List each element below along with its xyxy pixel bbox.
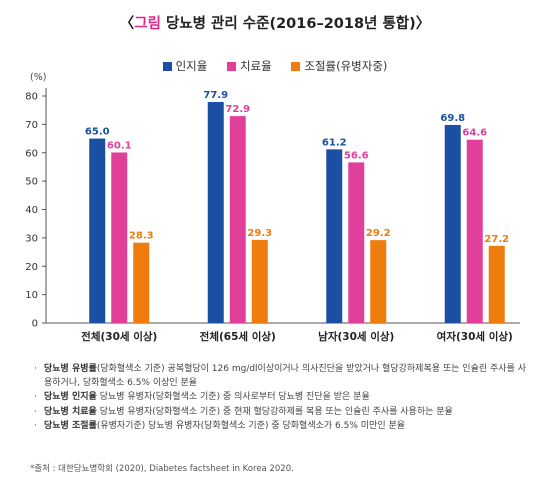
y-tick-label: 80 bbox=[25, 92, 38, 103]
bar bbox=[348, 162, 365, 323]
x-category-label: 전체(65세 이상) bbox=[200, 330, 276, 343]
bar bbox=[488, 245, 505, 323]
title-main: 당뇨병 관리 수준(2016–2018년 통합) bbox=[160, 16, 416, 32]
data-label: 64.6 bbox=[462, 128, 487, 139]
y-axis-unit: (%) bbox=[30, 72, 47, 83]
note-term: 당뇨병 유병률 bbox=[44, 364, 97, 374]
legend-item-awareness: 인지율 bbox=[162, 58, 208, 74]
bar bbox=[133, 242, 150, 323]
bar bbox=[466, 139, 483, 323]
bar bbox=[207, 101, 224, 324]
note-term: 당뇨병 인지율 bbox=[44, 392, 97, 403]
title-close-bracket: 〉 bbox=[415, 16, 431, 32]
notes-list: · 당뇨병 유병률(당화혈색소 기준) 공복혈당이 126 mg/dl이상이거나 … bbox=[34, 362, 534, 433]
data-label: 56.6 bbox=[344, 150, 369, 161]
data-label: 61.2 bbox=[322, 137, 347, 148]
data-label: 29.2 bbox=[366, 228, 391, 239]
title-open-bracket: 〈 bbox=[119, 16, 135, 32]
note-prevalence: · 당뇨병 유병률(당화혈색소 기준) 공복혈당이 126 mg/dl이상이거나 … bbox=[34, 362, 534, 390]
bar bbox=[370, 240, 387, 323]
title-accent: 그림 bbox=[134, 16, 161, 32]
bar-chart: 0 10 20 30 40 50 60 70 80 65.0 60.1 28.3 전체(30세 이상) 7… bbox=[25, 88, 520, 343]
bar bbox=[444, 124, 461, 323]
note-bullet: · bbox=[34, 420, 37, 431]
note-term: 당뇨병 조절률 bbox=[44, 420, 97, 431]
x-category-label: 남자(30세 이상) bbox=[318, 330, 394, 343]
x-category-label: 전체(30세 이상) bbox=[81, 330, 157, 343]
bar bbox=[229, 116, 246, 324]
note-text: 당뇨병 유병자(당화혈색소 기준) 중 의사로부터 당뇨병 진단을 받은 분율 bbox=[96, 392, 370, 403]
legend-label-awareness: 인지율 bbox=[175, 59, 208, 73]
data-label: 60.1 bbox=[107, 140, 132, 151]
y-tick-label: 60 bbox=[25, 148, 38, 159]
data-label: 65.0 bbox=[85, 127, 110, 138]
note-text: (유병자기준) 당뇨병 유병자(당화혈색소 기준) 중 당화혈색소가 6.5% … bbox=[96, 420, 406, 431]
y-tick-label: 10 bbox=[25, 290, 38, 301]
data-label: 28.3 bbox=[129, 231, 154, 242]
note-bullet: · bbox=[34, 392, 37, 403]
y-tick-label: 20 bbox=[25, 262, 38, 273]
legend-swatch-treatment bbox=[226, 62, 236, 71]
bar bbox=[326, 149, 343, 323]
note-bullet: · bbox=[34, 406, 37, 417]
legend-item-control: 조절률(유병자중) bbox=[291, 58, 387, 74]
data-label: 27.2 bbox=[484, 234, 509, 245]
legend-item-treatment: 치료율 bbox=[226, 58, 272, 74]
y-tick-label: 30 bbox=[25, 233, 38, 244]
note-treatment: · 당뇨병 치료율 당뇨병 유병자(당화혈색소 기준) 중 현재 혈당강하제를 복… bbox=[34, 405, 534, 419]
bar bbox=[111, 152, 128, 323]
y-tick-label: 70 bbox=[25, 120, 38, 131]
source-citation: *출처 : 대한당뇨병학회 (2020), Diabetes factsheet… bbox=[30, 464, 294, 474]
legend-swatch-awareness bbox=[162, 62, 172, 71]
legend: 인지율 치료율 조절률(유병자중) bbox=[0, 58, 550, 74]
note-awareness: · 당뇨병 인지율 당뇨병 유병자(당화혈색소 기준) 중 의사로부터 당뇨병 진… bbox=[34, 390, 534, 404]
note-control: · 당뇨병 조절률(유병자기준) 당뇨병 유병자(당화혈색소 기준) 중 당화혈색… bbox=[34, 419, 534, 433]
data-label: 77.9 bbox=[203, 90, 228, 101]
legend-label-control: 조절률(유병자중) bbox=[304, 59, 388, 73]
legend-swatch-control bbox=[291, 62, 301, 71]
legend-label-treatment: 치료율 bbox=[239, 59, 272, 73]
note-text: 당뇨병 유병자(당화혈색소 기준) 중 현재 혈당강하제를 복용 또는 인슐린 … bbox=[96, 406, 453, 417]
note-text: (당화혈색소 기준) 공복혈당이 126 mg/dl이상이거나 의사진단을 받았… bbox=[44, 364, 526, 389]
data-label: 72.9 bbox=[225, 104, 250, 115]
data-label: 69.8 bbox=[440, 113, 465, 124]
y-tick-label: 0 bbox=[32, 319, 38, 330]
y-tick-label: 40 bbox=[25, 205, 38, 216]
bar bbox=[89, 138, 106, 323]
bar bbox=[251, 239, 268, 323]
data-label: 29.3 bbox=[247, 228, 272, 239]
x-category-label: 여자(30세 이상) bbox=[437, 330, 513, 343]
chart-title: 〈그림 당뇨병 관리 수준(2016–2018년 통합)〉 bbox=[0, 12, 550, 33]
y-tick-label: 50 bbox=[25, 177, 38, 188]
note-bullet: · bbox=[34, 364, 37, 374]
note-term: 당뇨병 치료율 bbox=[44, 406, 97, 417]
